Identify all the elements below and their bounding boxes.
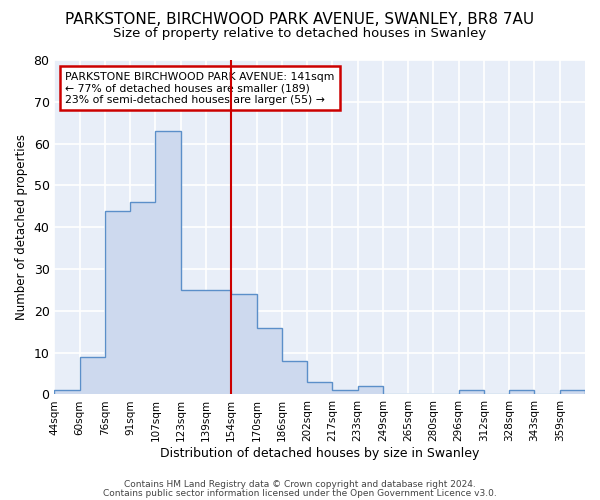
- X-axis label: Distribution of detached houses by size in Swanley: Distribution of detached houses by size …: [160, 447, 479, 460]
- Text: PARKSTONE, BIRCHWOOD PARK AVENUE, SWANLEY, BR8 7AU: PARKSTONE, BIRCHWOOD PARK AVENUE, SWANLE…: [65, 12, 535, 28]
- Text: Contains public sector information licensed under the Open Government Licence v3: Contains public sector information licen…: [103, 488, 497, 498]
- Y-axis label: Number of detached properties: Number of detached properties: [15, 134, 28, 320]
- Text: Contains HM Land Registry data © Crown copyright and database right 2024.: Contains HM Land Registry data © Crown c…: [124, 480, 476, 489]
- Text: PARKSTONE BIRCHWOOD PARK AVENUE: 141sqm
← 77% of detached houses are smaller (18: PARKSTONE BIRCHWOOD PARK AVENUE: 141sqm …: [65, 72, 334, 105]
- Text: Size of property relative to detached houses in Swanley: Size of property relative to detached ho…: [113, 28, 487, 40]
